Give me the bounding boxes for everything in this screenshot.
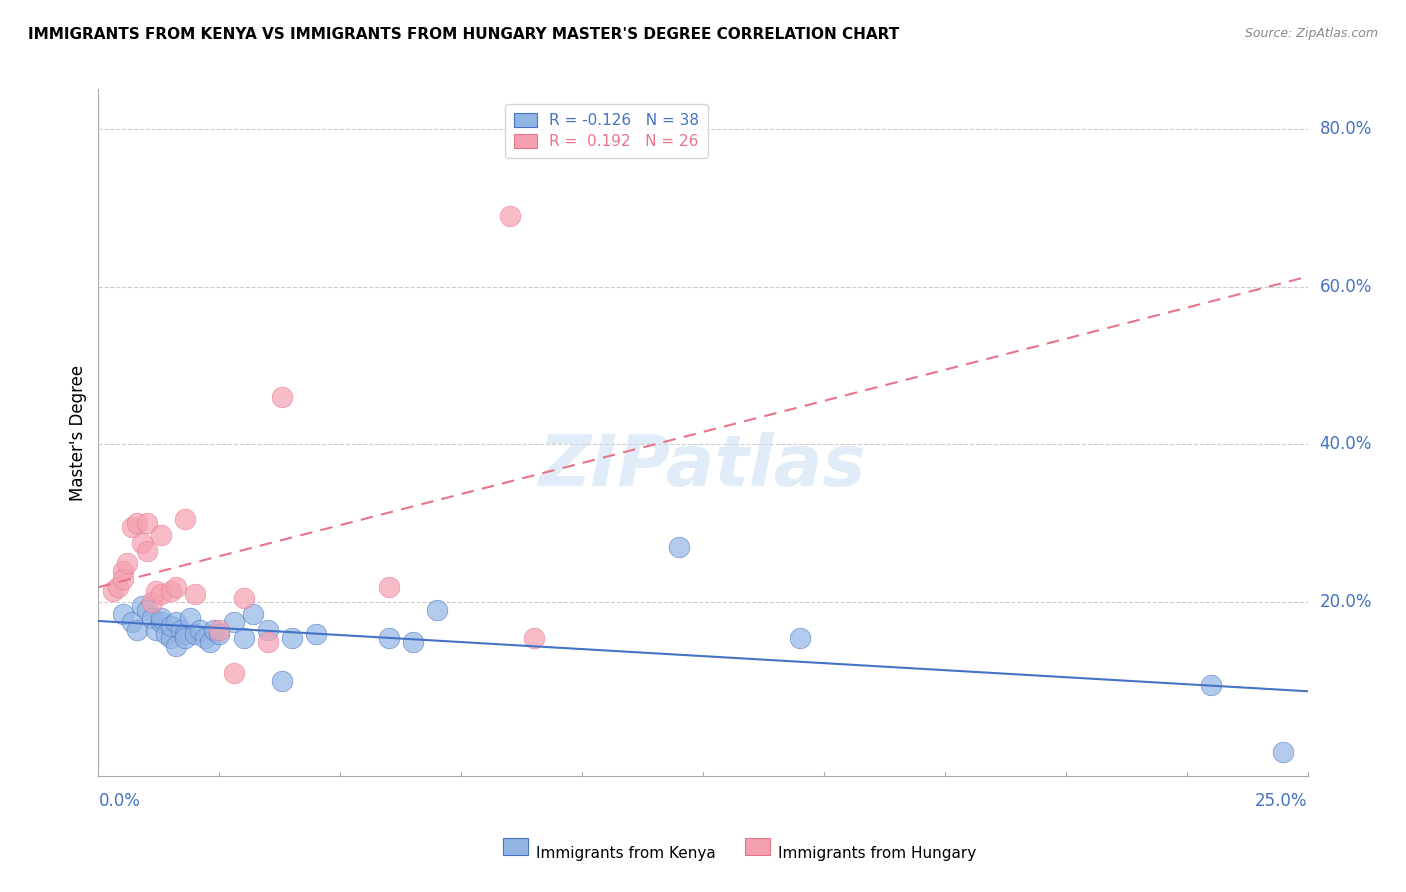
Point xyxy=(256,623,278,637)
Point xyxy=(150,615,173,629)
Point xyxy=(222,666,245,681)
Text: Immigrants from Hungary: Immigrants from Hungary xyxy=(778,847,976,861)
Point xyxy=(222,615,245,629)
Point xyxy=(174,512,197,526)
Bar xyxy=(745,838,769,855)
Point xyxy=(141,595,163,609)
Point xyxy=(271,674,294,689)
Point xyxy=(165,615,187,629)
Text: Immigrants from Kenya: Immigrants from Kenya xyxy=(536,847,716,861)
Point xyxy=(232,631,254,645)
Point xyxy=(377,631,399,645)
Text: Source: ZipAtlas.com: Source: ZipAtlas.com xyxy=(1244,27,1378,40)
Point xyxy=(150,611,173,625)
Point xyxy=(174,631,197,645)
Text: 0.0%: 0.0% xyxy=(98,792,141,810)
Point xyxy=(127,623,149,637)
Point xyxy=(426,603,449,617)
Point xyxy=(208,627,231,641)
Point xyxy=(121,615,143,629)
Point xyxy=(127,516,149,531)
Y-axis label: Master's Degree: Master's Degree xyxy=(69,365,87,500)
Text: 80.0%: 80.0% xyxy=(1320,120,1372,137)
Point xyxy=(256,635,278,649)
Point xyxy=(271,390,294,404)
Point xyxy=(198,635,221,649)
Point xyxy=(498,209,520,223)
Point xyxy=(194,631,217,645)
Point xyxy=(242,607,264,622)
Point xyxy=(111,607,134,622)
Text: 25.0%: 25.0% xyxy=(1256,792,1308,810)
Point xyxy=(179,611,201,625)
Point xyxy=(155,627,177,641)
Point xyxy=(145,623,167,637)
Point xyxy=(135,544,157,558)
Point xyxy=(1199,678,1222,692)
Legend: R = -0.126   N = 38, R =  0.192   N = 26: R = -0.126 N = 38, R = 0.192 N = 26 xyxy=(505,103,709,158)
Point xyxy=(131,599,153,614)
Point xyxy=(141,611,163,625)
Point xyxy=(160,631,183,645)
Point xyxy=(184,627,207,641)
Text: IMMIGRANTS FROM KENYA VS IMMIGRANTS FROM HUNGARY MASTER'S DEGREE CORRELATION CHA: IMMIGRANTS FROM KENYA VS IMMIGRANTS FROM… xyxy=(28,27,900,42)
Point xyxy=(160,583,183,598)
Point xyxy=(160,619,183,633)
Text: 20.0%: 20.0% xyxy=(1320,593,1372,611)
Point xyxy=(111,564,134,578)
Text: 60.0%: 60.0% xyxy=(1320,277,1372,295)
Point xyxy=(281,631,304,645)
Point xyxy=(232,591,254,606)
Text: 40.0%: 40.0% xyxy=(1320,435,1372,453)
Point xyxy=(305,627,328,641)
Point xyxy=(121,520,143,534)
Point xyxy=(131,536,153,550)
Point xyxy=(208,623,231,637)
Point xyxy=(135,603,157,617)
Point xyxy=(165,580,187,594)
Point xyxy=(117,556,139,570)
Point xyxy=(789,631,811,645)
Point xyxy=(402,635,425,649)
Point xyxy=(150,587,173,601)
Point xyxy=(145,583,167,598)
Point xyxy=(101,583,124,598)
Point xyxy=(111,572,134,586)
Point xyxy=(523,631,546,645)
Point xyxy=(107,580,129,594)
Point xyxy=(184,587,207,601)
Point xyxy=(174,627,197,641)
Point xyxy=(169,623,191,637)
Point xyxy=(135,516,157,531)
Text: ZIPatlas: ZIPatlas xyxy=(540,433,866,501)
Point xyxy=(1272,745,1295,759)
Point xyxy=(150,528,173,542)
Point xyxy=(668,540,690,554)
Point xyxy=(377,580,399,594)
Point xyxy=(204,623,226,637)
Point xyxy=(188,623,211,637)
Bar xyxy=(503,838,527,855)
Point xyxy=(165,639,187,653)
